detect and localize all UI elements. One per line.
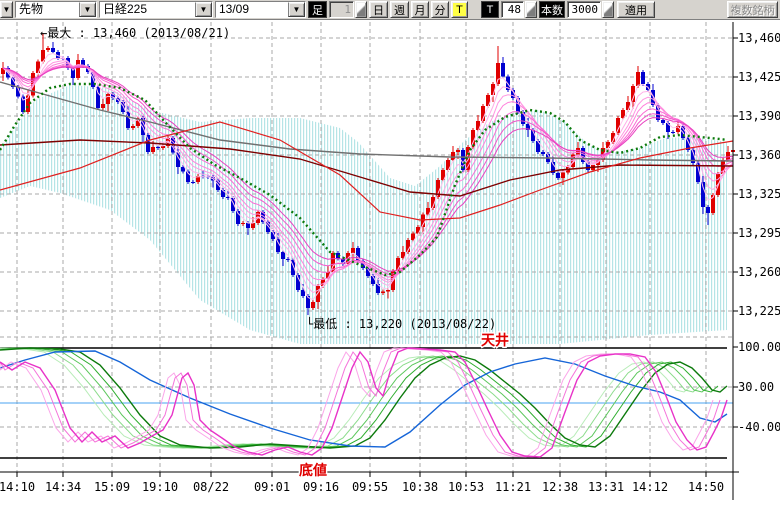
symbol-combo[interactable]: 日経225 ▼ <box>99 1 213 18</box>
time-axis-label: 11:21 <box>495 480 531 494</box>
max-annotation: ←最大 : 13,460 (2013/08/21) <box>40 26 230 40</box>
partial-combo-arrow-button[interactable]: ▼ <box>0 1 13 18</box>
ceiling-label: 天井 <box>481 332 509 349</box>
bottom-label: 底値 <box>299 462 327 479</box>
price-axis-label: 13,325 <box>738 187 780 201</box>
time-axis-label: 14:50 <box>688 480 724 494</box>
period-week-button[interactable]: 週 <box>390 1 409 18</box>
t-chip: T <box>481 1 499 18</box>
toolbar: ▼ 先物 ▼ 日経225 ▼ 13/09 ▼ 足 1 日 週 月 分 T T 4… <box>0 0 780 20</box>
ashi-chip: 足 <box>308 1 327 18</box>
instrument-type-combo[interactable]: 先物 ▼ <box>15 1 97 18</box>
time-axis-label: 14:12 <box>632 480 668 494</box>
honsuu-value-field[interactable]: 3000 <box>567 1 601 18</box>
osc-axis-label: -40.00 <box>738 420 780 434</box>
honsuu-chip: 本数 <box>539 1 565 18</box>
period-minute-button[interactable]: 分 <box>431 1 449 18</box>
gray-ma-line <box>0 81 734 162</box>
time-axis-label: 10:38 <box>402 480 438 494</box>
ema-ribbon-line <box>2 52 734 301</box>
tick-toggle-button[interactable]: T <box>451 1 468 18</box>
ema-ribbon-line <box>2 66 734 272</box>
ashi-interval-field[interactable]: 1 <box>329 1 354 18</box>
price-axis-label: 13,260 <box>738 265 780 279</box>
period-day-button[interactable]: 日 <box>369 1 388 18</box>
time-axis-label: 12:38 <box>542 480 578 494</box>
chevron-down-icon[interactable]: ▼ <box>195 2 212 17</box>
price-axis-label: 13,360 <box>738 148 780 162</box>
apply-button[interactable]: 適用 <box>617 1 655 18</box>
time-axis-label: 19:10 <box>142 480 178 494</box>
osc-axis-label: 30.00 <box>738 380 774 394</box>
osc-blue-line <box>0 350 728 448</box>
chevron-down-icon: ▼ <box>2 5 11 14</box>
osc-green-line <box>0 347 701 449</box>
ichimoku-cloud <box>358 110 727 344</box>
t-value-field[interactable]: 48 <box>501 1 524 18</box>
honsuu-spin-button[interactable] <box>602 1 614 18</box>
osc-green-line <box>0 347 710 449</box>
symbol-value: 日経225 <box>100 2 195 17</box>
chart-area[interactable]: 13,460 13,425 13,390 13,360 13,325 13,295 13,2… <box>0 20 780 500</box>
t-spin-button[interactable] <box>525 1 537 18</box>
time-axis-label: 09:55 <box>352 480 388 494</box>
ichimoku-cloud <box>0 85 358 344</box>
price-axis-label: 13,390 <box>738 109 780 123</box>
price-axis-label: 13,460 <box>738 31 780 45</box>
price-chart-svg: 13,460 13,425 13,390 13,360 13,325 13,295 13,2… <box>0 22 780 500</box>
ashi-spin-button[interactable] <box>355 1 367 18</box>
time-axis-label: 08/22 <box>193 480 229 494</box>
time-axis-label: 15:09 <box>94 480 130 494</box>
period-month-button[interactable]: 月 <box>411 1 429 18</box>
maroon-ma-line <box>0 139 734 197</box>
time-axis-label: 09:01 <box>254 480 290 494</box>
time-axis-label: 14:34 <box>45 480 81 494</box>
price-axis-label: 13,225 <box>738 304 780 318</box>
time-axis-label: 14:10 <box>0 480 35 494</box>
contract-month-value: 13/09 <box>216 2 288 17</box>
multi-symbol-button[interactable]: 複数銘柄 <box>727 1 778 18</box>
chevron-down-icon[interactable]: ▼ <box>288 2 305 17</box>
time-axis-label: 13:31 <box>588 480 624 494</box>
min-annotation: └最低 : 13,220 (2013/08/22) <box>306 316 496 331</box>
osc-axis-label: 100.00 <box>738 340 780 354</box>
time-axis-label: 09:16 <box>303 480 339 494</box>
red-ma-line <box>0 121 734 221</box>
instrument-type-value: 先物 <box>16 2 79 17</box>
chevron-down-icon[interactable]: ▼ <box>79 2 96 17</box>
osc-magenta-line <box>0 347 728 458</box>
osc-green-line <box>0 347 692 449</box>
contract-month-combo[interactable]: 13/09 ▼ <box>215 1 306 18</box>
price-axis-label: 13,295 <box>738 226 780 240</box>
time-axis-label: 10:53 <box>448 480 484 494</box>
osc-green-line <box>0 347 719 449</box>
price-axis-label: 13,425 <box>738 70 780 84</box>
